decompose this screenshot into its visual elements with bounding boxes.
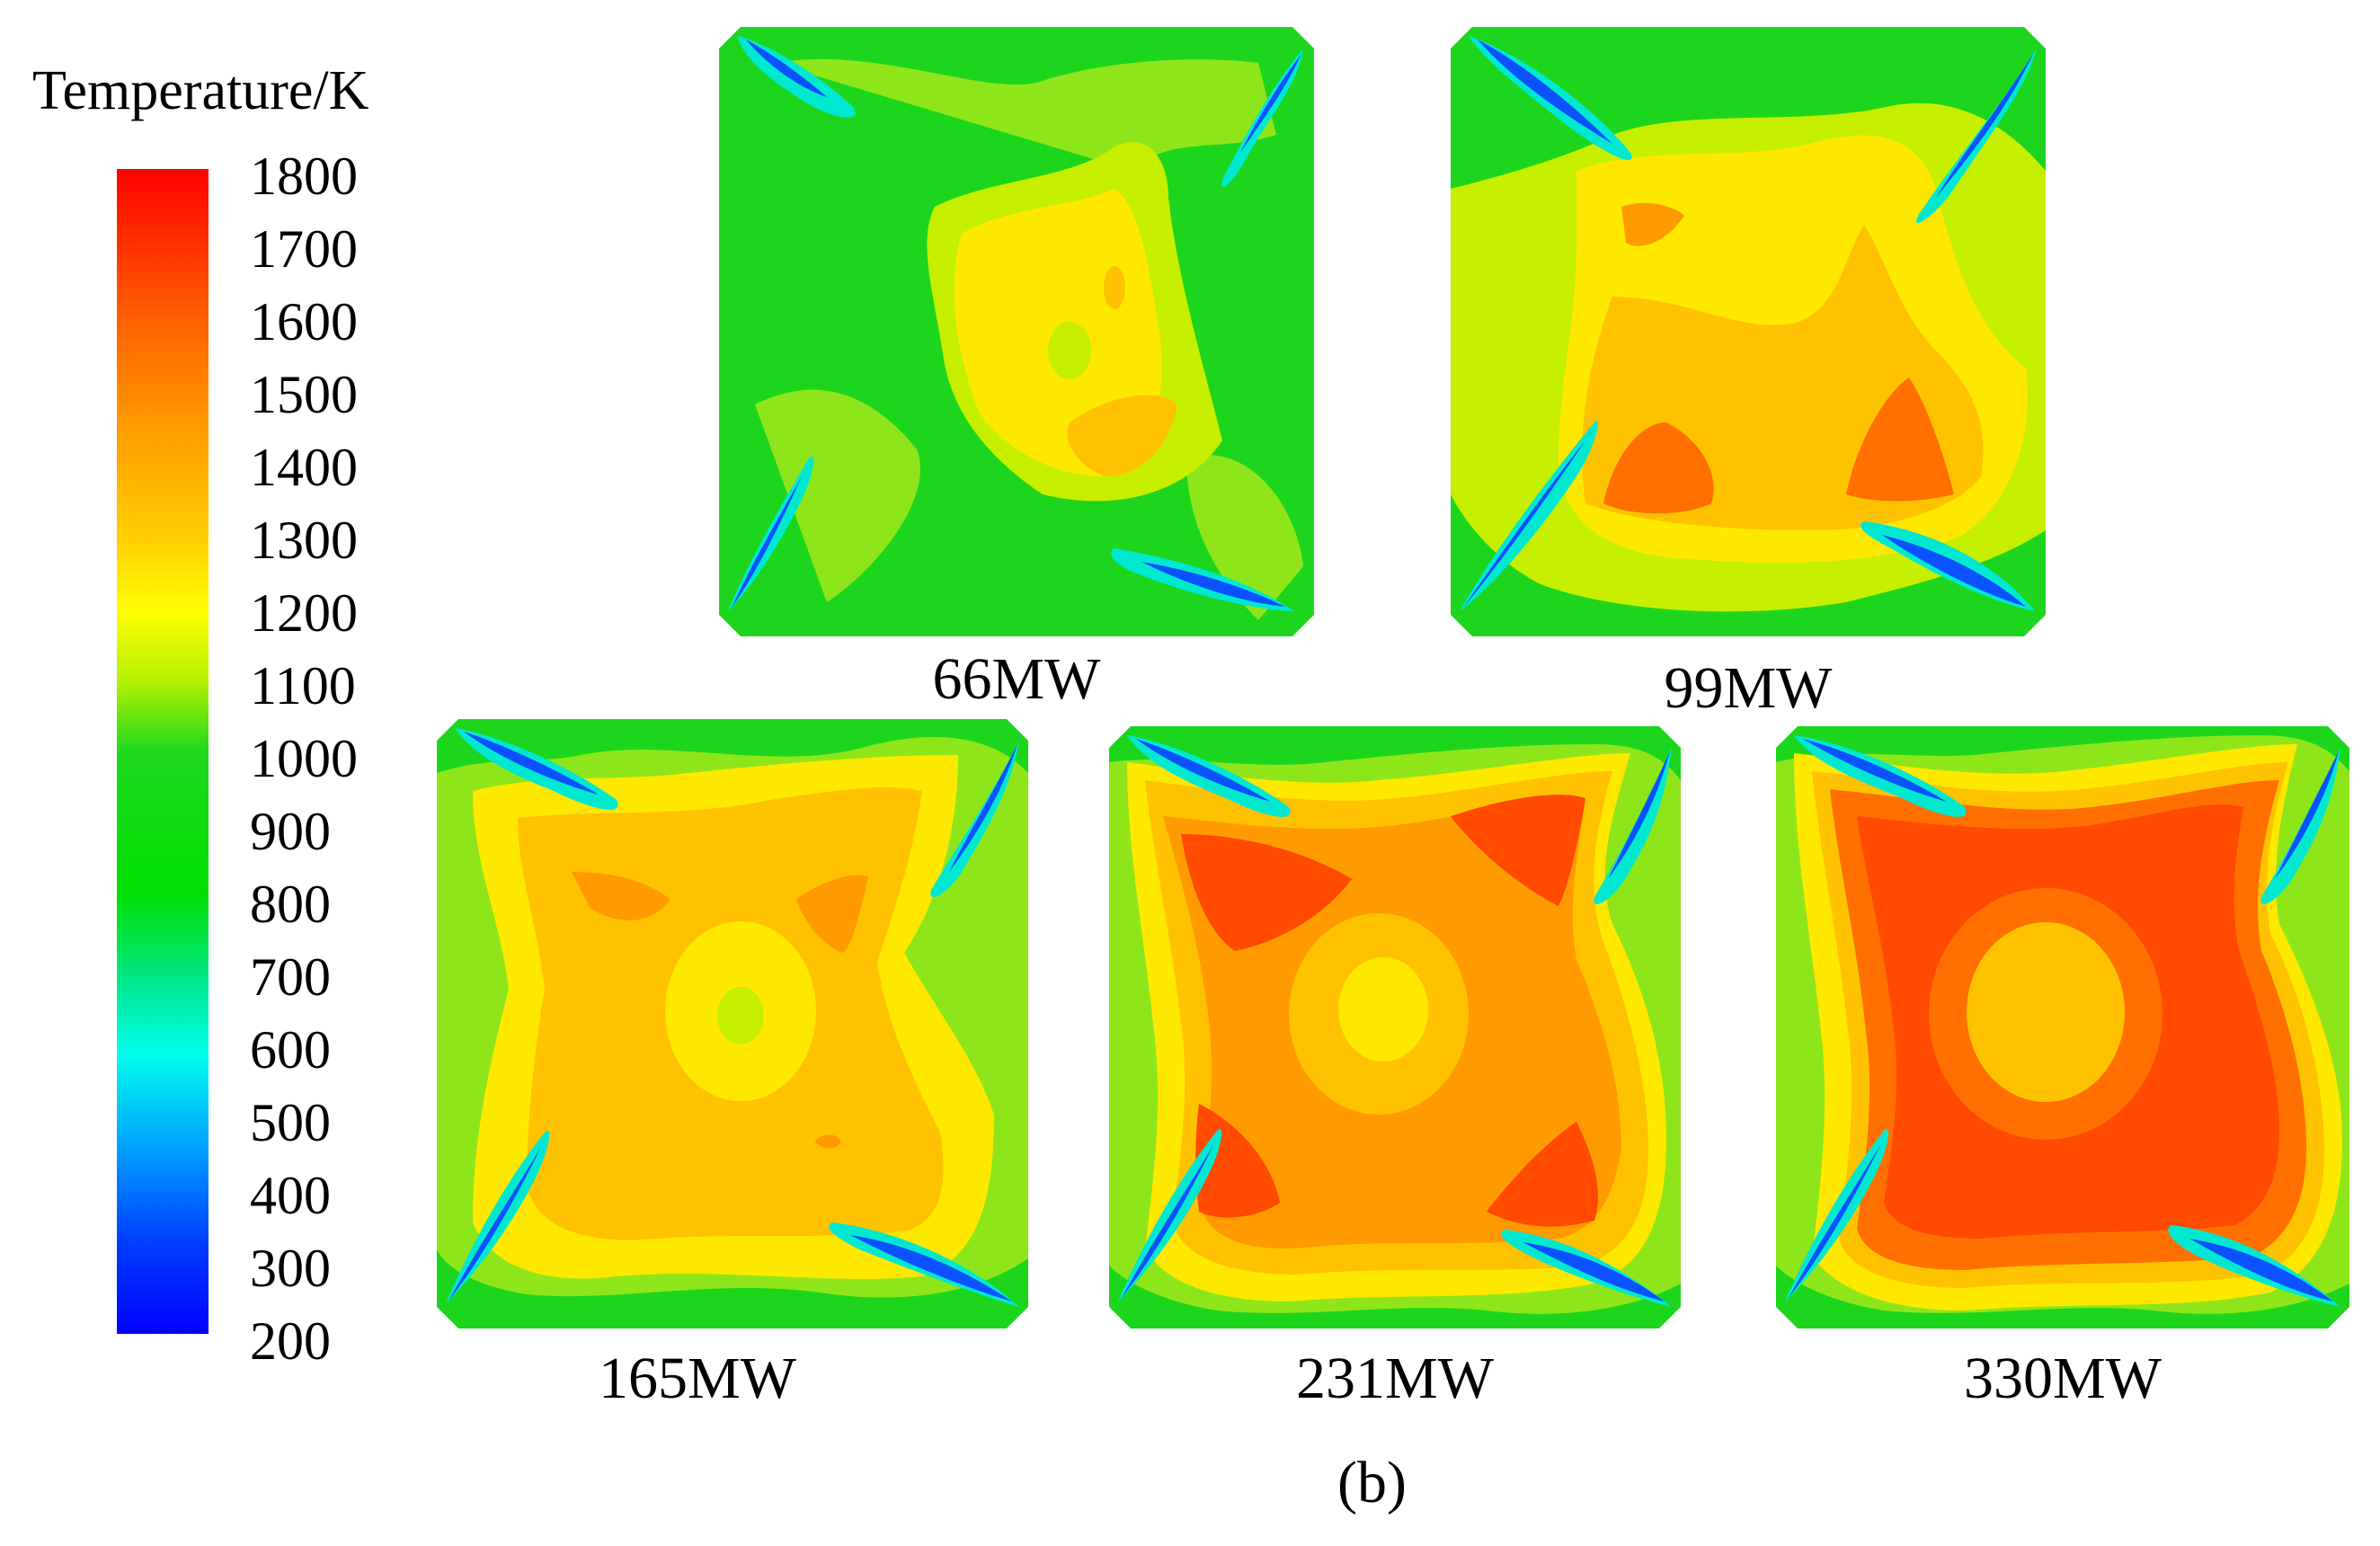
scale-tick-label: 800 [250,875,331,934]
scale-tick-label: 600 [250,1020,331,1080]
scale-tick-label: 900 [250,802,331,861]
panel-label-66mw: 66MW [932,646,1101,712]
scale-tick-label: 1000 [250,729,358,788]
panel-label-99mw: 99MW [1664,655,1833,721]
scale-tick-label: 700 [250,947,331,1007]
contour-panel-165mw [437,719,1028,1328]
scale-tick-label: 1100 [250,656,356,715]
scale-tick-label: 200 [250,1311,331,1371]
scale-tick-label: 1500 [250,365,358,424]
scale-tick-label: 300 [250,1239,331,1298]
scale-tick-label: 500 [250,1093,331,1152]
scale-tick-label: 1600 [250,292,358,351]
contour-panel-99mw [1451,27,2046,636]
panel-label-165mw: 165MW [599,1346,796,1411]
contour-panel-231mw [1109,726,1681,1328]
legend-title: Temperature/K [32,60,369,121]
contour-panel-66mw [719,27,1314,636]
scale-tick-label: 1700 [250,219,358,279]
scale-tick-label: 1200 [250,583,358,643]
scale-tick-label: 1400 [250,438,358,497]
scale-tick-label: 400 [250,1166,331,1225]
contour-panel-330mw [1776,726,2349,1328]
figure-sublabel: (b) [1337,1450,1407,1515]
panel-label-231mw: 231MW [1296,1346,1494,1411]
panel-label-330mw: 330MW [1964,1346,2162,1411]
scale-tick-label: 1800 [250,147,358,206]
color-scale-bar [117,169,209,1334]
scale-tick-label: 1300 [250,511,358,570]
